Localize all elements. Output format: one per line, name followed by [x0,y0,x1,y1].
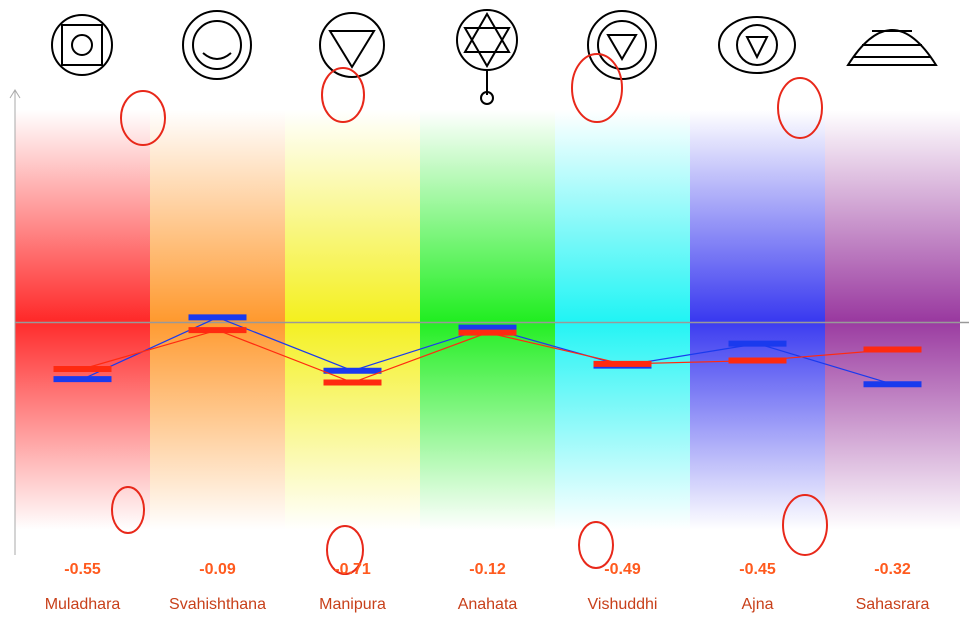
circle-annotation [782,494,828,556]
icon [587,10,657,80]
circle-annotation [120,90,166,146]
bands [15,110,960,530]
category-label: Anahata [458,596,518,613]
circle-annotation [578,521,614,569]
annotations [111,53,828,575]
category-label: Muladhara [45,596,121,613]
value-label: -0.32 [874,561,911,578]
circle-annotation [111,486,145,534]
circle-annotation [321,67,365,123]
circle-annotation [326,525,364,575]
category-label: Ajna [741,596,773,613]
value-label: -0.55 [64,561,101,578]
circle-annotation [777,77,823,139]
category-label: Vishuddhi [588,596,658,613]
value-label: -0.45 [739,561,776,578]
icon [319,12,385,78]
band [285,110,420,530]
plot [53,314,922,388]
category-label: Sahasrara [856,596,930,613]
category-label: Manipura [319,596,386,613]
band [420,110,555,530]
band [555,110,690,530]
value-label: -0.12 [469,561,506,578]
band [825,110,960,530]
circle-annotation [571,53,623,123]
band [690,110,825,530]
icons [51,9,938,105]
value-label: -0.09 [199,561,236,578]
icon [718,16,796,74]
value-label: -0.71 [334,561,371,578]
icon [51,14,113,76]
icon [846,29,938,66]
band [15,110,150,530]
icon [456,9,518,105]
value-label: -0.49 [604,561,641,578]
icon [182,10,252,80]
axis-arrow [9,89,21,99]
category-label: Svahishthana [169,596,266,613]
